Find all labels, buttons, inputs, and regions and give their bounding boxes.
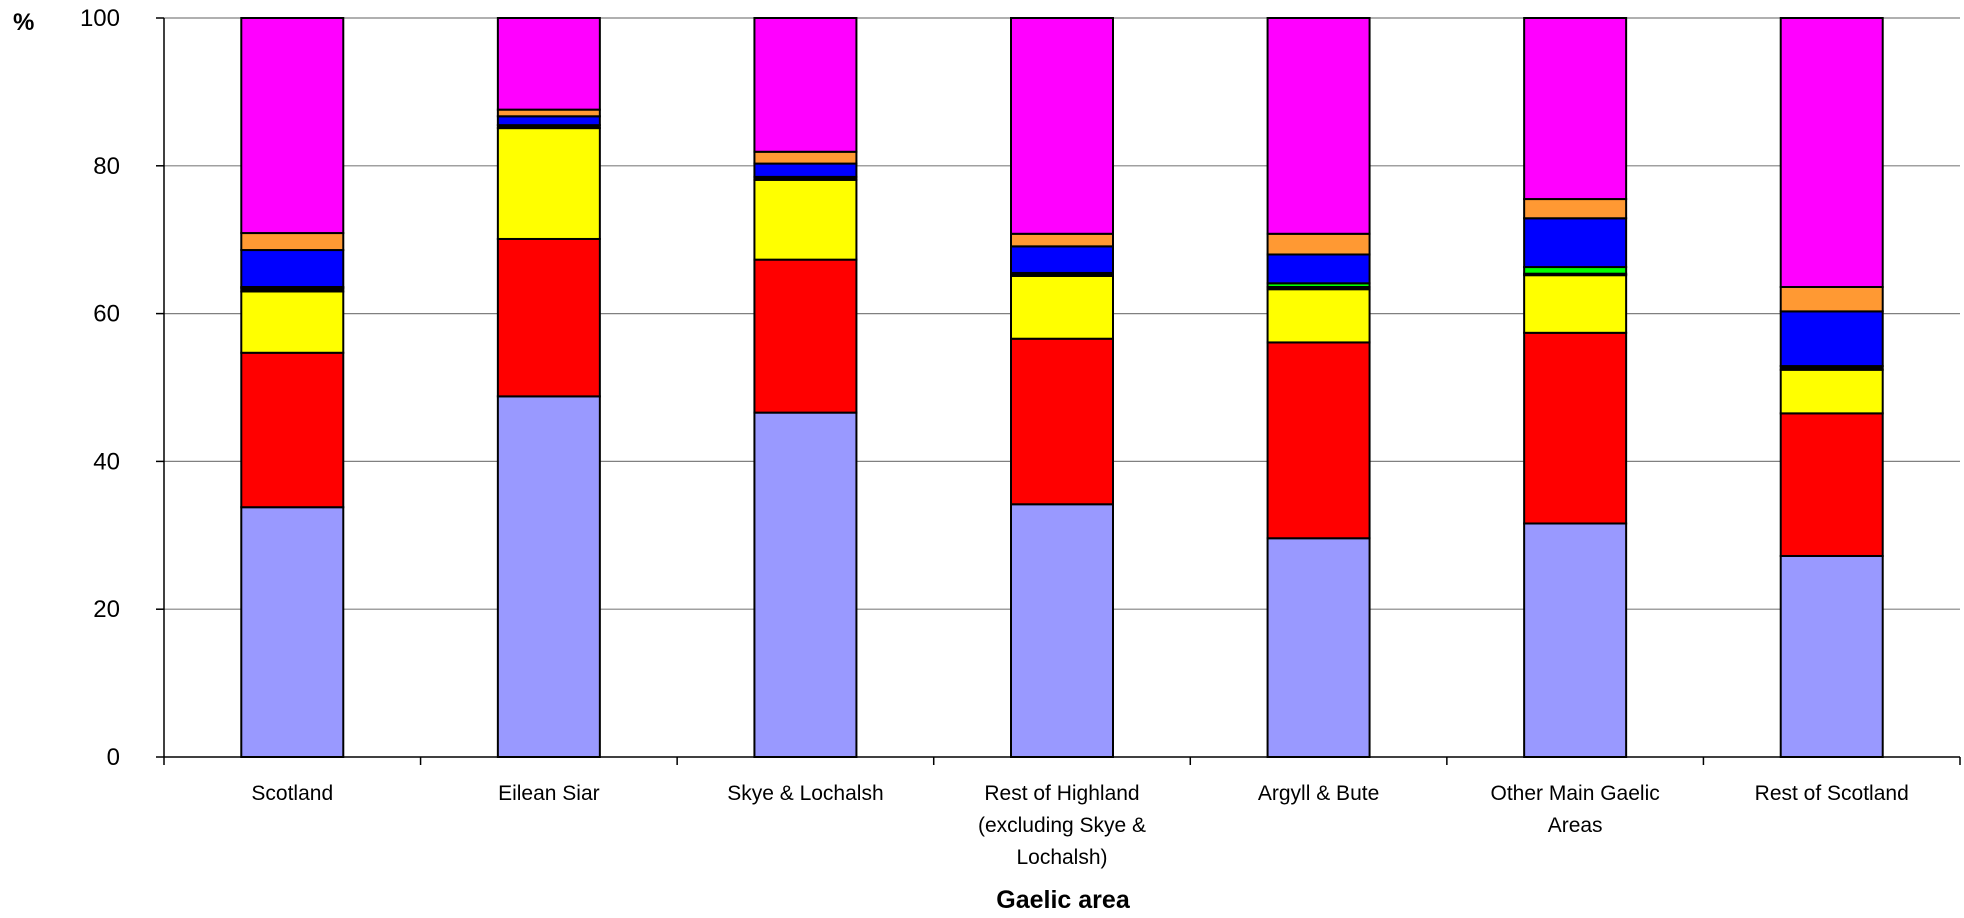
bar-segment [753,411,858,758]
bar-segment [753,150,858,165]
bar-segment [1266,232,1371,256]
bar-segment [1779,17,1884,288]
bar-segment [1010,503,1114,758]
category-label: Argyll & Bute [1258,782,1379,805]
bar-segment [753,178,858,261]
bar-segment [1779,368,1884,415]
bar-segment [1010,17,1114,235]
bar-segment [496,115,601,127]
bar-segment [240,506,345,758]
bar-segment [1010,245,1114,274]
x-axis-title: Gaelic area [996,886,1131,914]
bar-segment [240,351,345,509]
bar-segment [1779,554,1884,758]
bar-segment [1523,217,1628,269]
bar-segment [496,237,601,398]
bar-segment [496,395,601,758]
bar-segment [240,290,345,354]
category-label: (excluding Skye & [978,814,1146,837]
bar-segment [1523,331,1628,525]
bar-segment [496,127,601,240]
bar-segment [1779,285,1884,313]
bar-segment [496,17,601,111]
y-tick-label: 40 [93,448,120,475]
axes [163,18,1961,765]
bar-segment [1523,274,1628,334]
y-tick-label: 0 [107,744,120,771]
category-label: Lochalsh) [1016,846,1107,869]
category-label: Areas [1548,814,1603,837]
bar-segment [1010,337,1114,506]
bar-segment [1010,274,1114,340]
category-label: Rest of Highland [984,782,1139,805]
bar-segment [1266,341,1371,540]
bar-segment [1523,522,1628,759]
bar-segment [240,249,345,288]
bar-segment [1266,537,1371,758]
y-tick-label: 20 [93,596,120,623]
bar-segment [1779,310,1884,368]
category-label: Scotland [251,782,333,805]
bar-segment [753,162,858,178]
bar-segment [1779,412,1884,557]
y-tick-label: 80 [93,153,120,180]
category-label: Skye & Lochalsh [727,782,883,805]
bar-segment [1523,17,1628,201]
y-tick-label: 60 [93,301,120,328]
bars [240,17,1884,759]
bar-segment [1266,288,1371,344]
y-tick-labels: 0 20 40 60 80 100 [80,5,120,771]
category-label: Rest of Scotland [1755,782,1909,805]
bar-segment [1523,198,1628,220]
category-label: Other Main Gaelic [1491,782,1660,805]
y-tick-label: 100 [80,5,120,32]
bar-segment [753,258,858,414]
bar-segment [753,17,858,153]
bar-segment [240,17,345,235]
bar-segment [1266,253,1371,285]
category-label: Eilean Siar [498,782,600,805]
category-labels: Scotland Eilean Siar Skye & Lochalsh Rest o… [251,782,1908,869]
bar-segment [1266,17,1371,235]
y-axis-label: % [13,9,34,36]
bar-segment [240,232,345,252]
bar-segment [1010,232,1114,248]
